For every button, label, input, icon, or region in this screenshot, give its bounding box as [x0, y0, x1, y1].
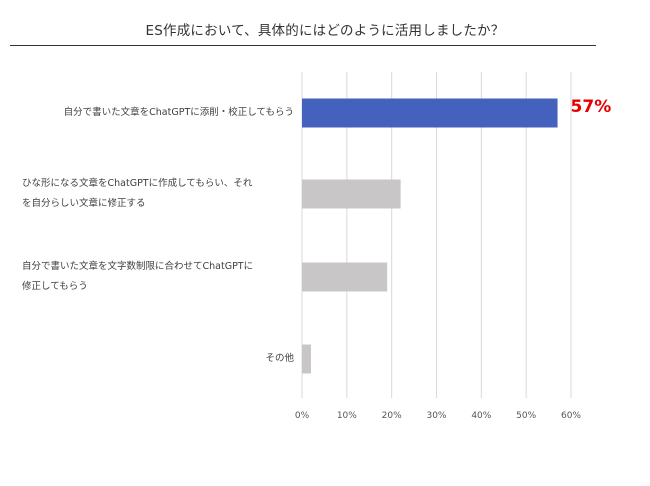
category-label-line: ひな形になる文章をChatGPTに作成してもらい、それ	[22, 178, 253, 189]
x-tick-label: 60%	[561, 411, 581, 421]
x-tick-label: 50%	[516, 411, 536, 421]
category-label: 自分で書いた文章をChatGPTに添削・校正してもらう	[22, 103, 294, 123]
bar	[302, 179, 401, 209]
x-tick-label: 20%	[382, 411, 402, 421]
bar	[302, 98, 558, 128]
x-tick-label: 10%	[337, 411, 357, 421]
bar	[302, 262, 388, 292]
category-label-line: その他	[265, 353, 294, 364]
x-tick-label: 30%	[426, 411, 446, 421]
title-divider	[10, 45, 596, 46]
data-label: 57%	[571, 97, 612, 117]
category-label-line: を自分らしい文章に修正する	[22, 198, 146, 209]
category-label-line: 修正してもらう	[22, 281, 88, 292]
x-tick-label: 0%	[295, 411, 310, 421]
category-label-line: 自分で書いた文章をChatGPTに添削・校正してもらう	[63, 107, 294, 118]
category-label: 自分で書いた文章を文字数制限に合わせてChatGPTに 修正してもらう	[22, 257, 294, 297]
category-label: その他	[22, 349, 294, 369]
category-label: ひな形になる文章をChatGPTに作成してもらい、それ を自分らしい文章に修正する	[22, 174, 294, 214]
chart-title: ES作成において、具体的にはどのように活用しましたか？	[145, 23, 505, 39]
category-label-line: 自分で書いた文章を文字数制限に合わせてChatGPTに	[22, 261, 254, 272]
x-tick-label: 40%	[471, 411, 491, 421]
bar	[302, 344, 311, 374]
